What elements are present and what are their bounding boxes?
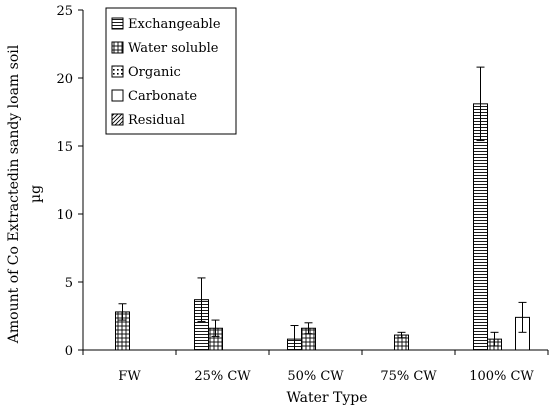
axes: 0 5 10 15 20 25 FW 25% CW 50% CW 75% CW 100% CW — [56, 4, 549, 384]
legend-swatch — [111, 89, 124, 102]
x-tick-label: 50% CW — [287, 369, 344, 384]
y-tick-label: 10 — [56, 208, 73, 223]
legend-swatch — [111, 17, 124, 30]
y-axis-title-line2: µg — [28, 185, 44, 203]
x-tick-label: 25% CW — [194, 369, 251, 384]
x-tick-label: 100% CW — [469, 369, 534, 384]
legend: Exchangeable Water soluble Organic Carbonat… — [105, 7, 237, 135]
legend-label: Carbonate — [128, 89, 197, 104]
legend-label: Water soluble — [128, 41, 219, 56]
legend-box — [105, 7, 237, 135]
legend-label: Exchangeable — [128, 17, 221, 32]
legend-swatch — [111, 113, 124, 126]
x-tick-label: FW — [118, 369, 141, 384]
y-tick-label: 5 — [65, 276, 73, 291]
y-tick-label: 25 — [56, 4, 73, 19]
y-tick-label: 0 — [65, 344, 73, 359]
legend-swatch — [111, 41, 124, 54]
legend-label: Residual — [128, 113, 185, 128]
x-tick-label: 75% CW — [380, 369, 437, 384]
y-tick-label: 20 — [56, 72, 73, 87]
legend-label: Organic — [128, 65, 181, 80]
y-tick-label: 15 — [56, 140, 73, 155]
x-axis-title: Water Type — [286, 390, 367, 406]
legend-swatch — [111, 65, 124, 78]
y-axis-title-line1: Amount of Co Extractedin sandy loam soil — [6, 44, 22, 344]
bars — [101, 66, 544, 351]
